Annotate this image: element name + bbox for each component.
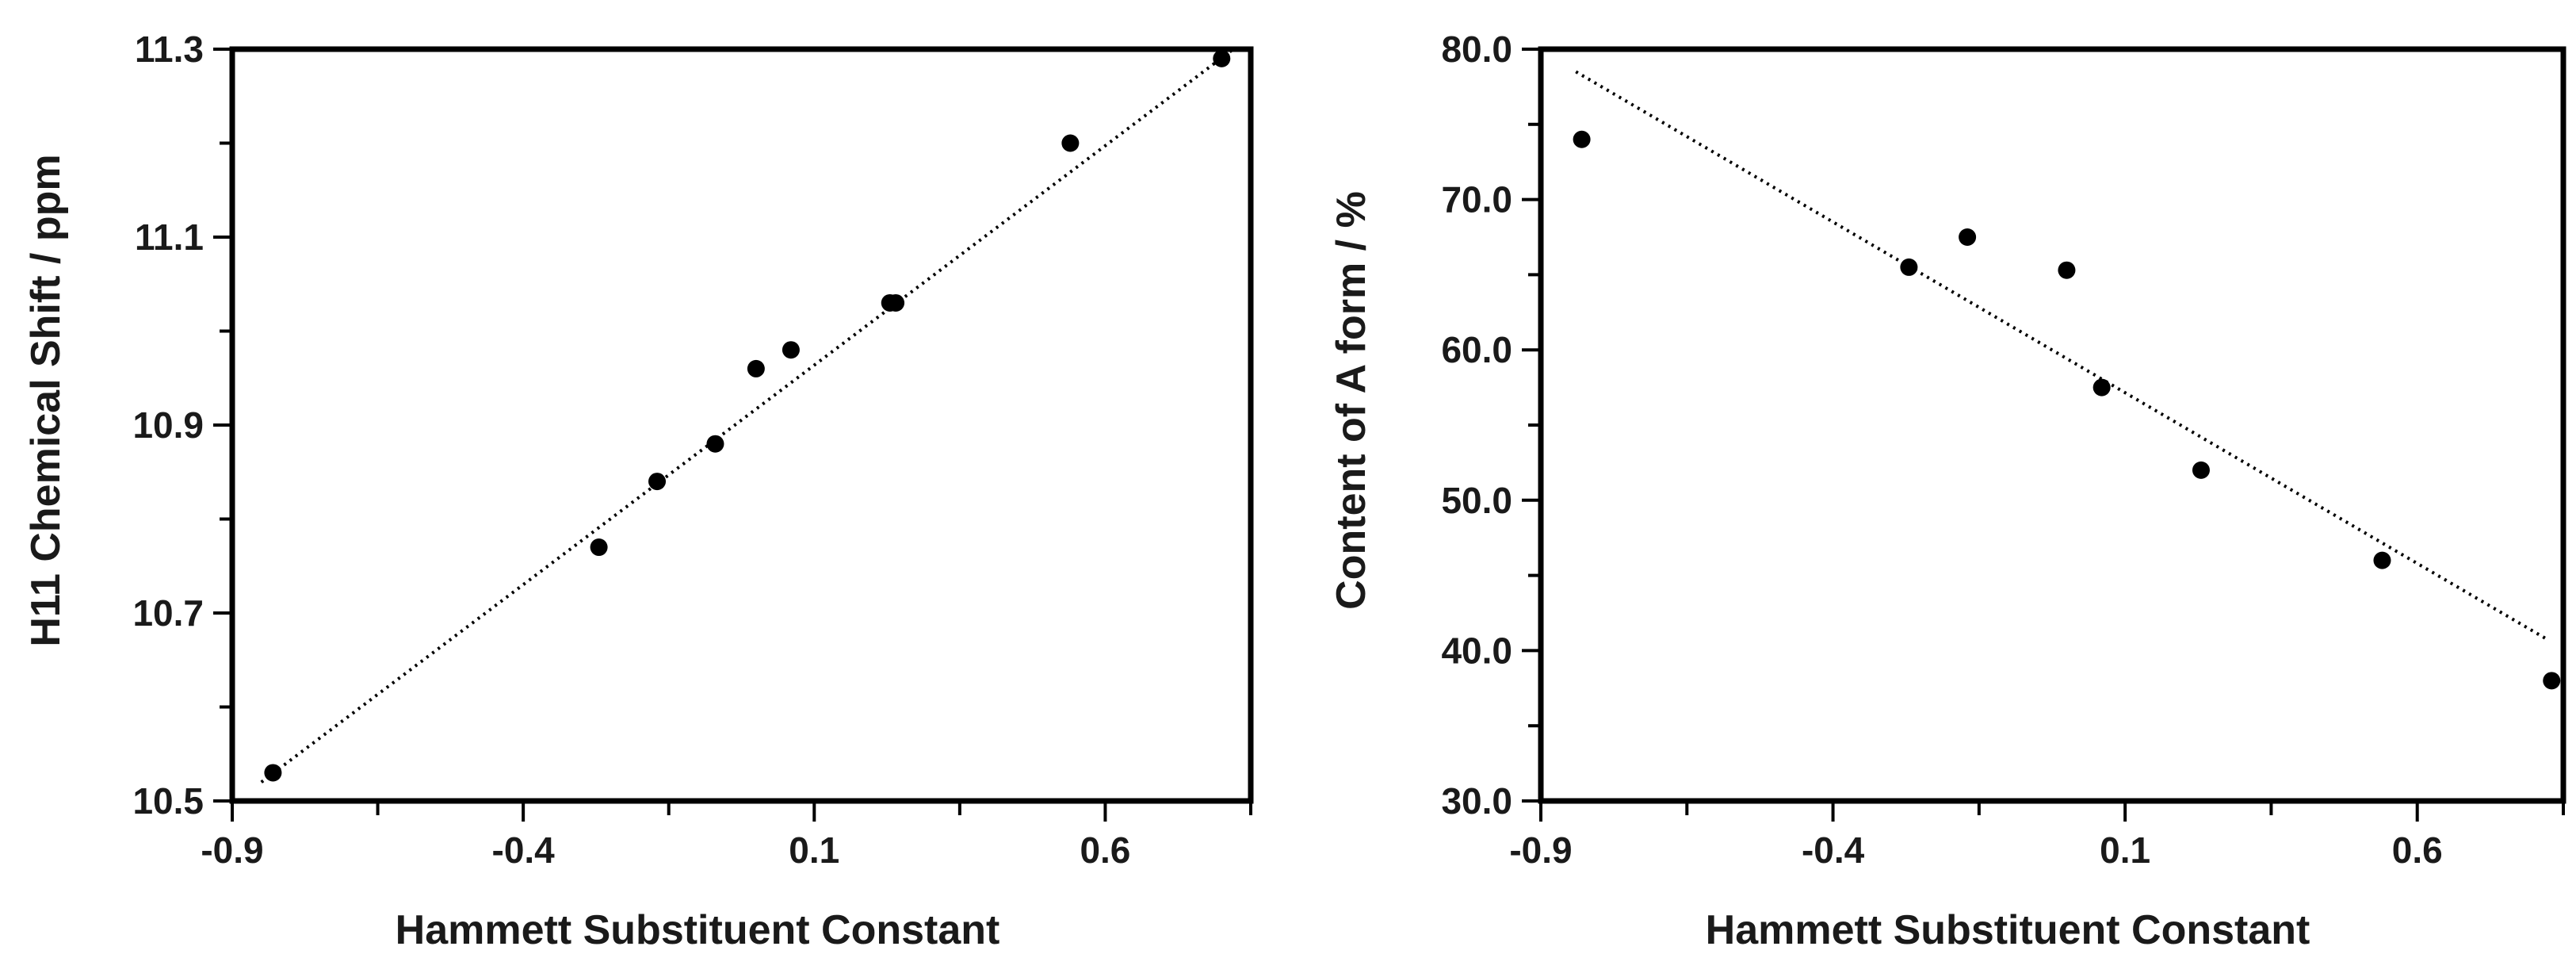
data-point bbox=[2058, 261, 2076, 279]
y-tick-label: 10.9 bbox=[132, 404, 204, 446]
data-point bbox=[1900, 258, 1918, 276]
data-point bbox=[706, 435, 724, 453]
x-tick-label: -0.9 bbox=[1509, 829, 1572, 871]
plot-frame bbox=[1538, 46, 2566, 804]
y-tick-label: 10.5 bbox=[132, 780, 204, 822]
y-tick-label: 10.7 bbox=[132, 592, 204, 634]
data-point bbox=[782, 341, 800, 359]
data-point bbox=[1061, 134, 1080, 152]
y-tick-label: 40.0 bbox=[1441, 630, 1512, 671]
y-tick-label: 70.0 bbox=[1441, 179, 1512, 220]
x-tick-label: 0.1 bbox=[789, 829, 839, 871]
plot-frame bbox=[229, 46, 1254, 804]
x-tick-label: -0.4 bbox=[1802, 829, 1865, 871]
x-tick-label: 0.6 bbox=[2392, 829, 2443, 871]
y-tick-label: 50.0 bbox=[1441, 480, 1512, 521]
x-tick-label: 0.1 bbox=[2100, 829, 2150, 871]
y-axis-label: H11 Chemical Shift / ppm bbox=[23, 154, 69, 646]
data-point bbox=[648, 473, 667, 491]
data-point bbox=[1959, 228, 1977, 246]
data-point bbox=[1573, 130, 1591, 148]
y-tick-label: 11.3 bbox=[135, 29, 204, 70]
data-point bbox=[887, 293, 905, 312]
y-tick-label: 30.0 bbox=[1441, 780, 1512, 822]
data-point bbox=[2543, 672, 2561, 690]
data-point bbox=[1213, 49, 1231, 67]
data-point bbox=[264, 764, 282, 782]
chart-panel-right: Content of A form / % Hammett Substituen… bbox=[1328, 29, 2566, 953]
data-point bbox=[2093, 378, 2111, 397]
data-point bbox=[2192, 461, 2210, 479]
data-point bbox=[590, 538, 608, 557]
trendline bbox=[260, 48, 1235, 784]
x-tick-label: -0.9 bbox=[201, 829, 263, 871]
y-tick-label: 60.0 bbox=[1441, 329, 1512, 370]
y-axis-label: Content of A form / % bbox=[1328, 191, 1374, 610]
trendline bbox=[1575, 70, 2547, 640]
x-tick-label: 0.6 bbox=[1080, 829, 1130, 871]
data-point bbox=[747, 359, 765, 377]
data-point bbox=[2373, 551, 2391, 569]
chart-panel-left: H11 Chemical Shift / ppm Hammett Substit… bbox=[23, 29, 1254, 953]
y-tick-label: 11.1 bbox=[135, 216, 204, 258]
x-tick-label: -0.4 bbox=[492, 829, 556, 871]
y-tick-label: 80.0 bbox=[1441, 29, 1512, 70]
x-axis-label: Hammett Substituent Constant bbox=[1706, 907, 2310, 953]
x-axis-label: Hammett Substituent Constant bbox=[396, 907, 1000, 953]
